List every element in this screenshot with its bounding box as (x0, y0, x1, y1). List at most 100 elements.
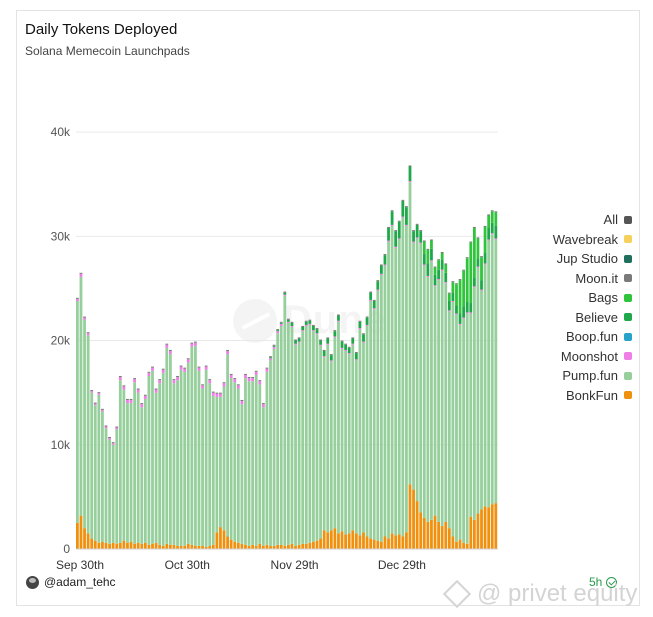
bar-segment (211, 544, 215, 549)
legend-item[interactable]: All (540, 210, 632, 230)
bar-segment (118, 377, 122, 381)
bar-segment (287, 319, 290, 322)
bar-segment (143, 394, 147, 396)
bar-segment (369, 538, 373, 549)
bar-segment (93, 405, 97, 541)
bar-segment (176, 380, 179, 546)
bar-segment (401, 217, 405, 537)
bar-segment (401, 199, 405, 201)
bar-segment (136, 542, 140, 549)
bar-segment (147, 544, 151, 549)
bar-segment (208, 380, 212, 384)
bar-segment (83, 316, 86, 318)
bar-segment (419, 230, 423, 232)
bar-segment (226, 354, 229, 537)
bar-segment (333, 336, 337, 338)
bar-segment (104, 426, 108, 429)
bar-segment (108, 543, 111, 549)
bar-segment (287, 544, 290, 549)
bar-segment (269, 358, 272, 361)
bar-segment (168, 354, 172, 545)
legend-swatch (624, 313, 632, 322)
bar-segment (86, 333, 90, 336)
legend-swatch (624, 235, 632, 244)
bar-segment (208, 383, 212, 546)
bar-segment (118, 542, 122, 549)
bar-segment (179, 366, 183, 370)
bar-segment (301, 330, 305, 332)
bar-segment (465, 257, 469, 259)
legend-item[interactable]: Moonshot (540, 347, 632, 367)
bar-segment (451, 300, 455, 302)
bar-segment (222, 382, 226, 384)
bar-segment (126, 403, 129, 543)
bar-segment (93, 402, 97, 404)
bar-segment (444, 521, 448, 549)
bar-segment (422, 265, 426, 518)
bar-segment (97, 392, 101, 394)
bar-segment (379, 265, 383, 274)
diamond-logo-icon (442, 579, 472, 609)
bar-segment (440, 526, 444, 549)
bar-segment (494, 503, 498, 549)
bar-segment (269, 357, 272, 359)
bar-segment (301, 325, 305, 327)
bar-segment (201, 388, 204, 546)
bar-segment (297, 342, 301, 545)
bar-segment (143, 542, 147, 549)
bar-segment (272, 348, 276, 546)
bar-segment (287, 322, 290, 545)
bar-segment (451, 301, 455, 537)
bar-segment (401, 200, 405, 217)
bar-segment (394, 246, 398, 248)
y-tick-label: 0 (63, 542, 70, 556)
bar-segment (165, 347, 169, 544)
bar-segment (387, 241, 390, 539)
bar-segment (308, 324, 312, 543)
bar-segment (494, 238, 498, 240)
bar-segment (276, 331, 280, 334)
legend-swatch (624, 352, 632, 361)
author-tag[interactable]: @adam_tehc (26, 575, 116, 589)
bar-segment (251, 378, 255, 382)
bar-segment (122, 540, 126, 549)
bar-segment (126, 398, 129, 400)
bar-segment (458, 324, 462, 540)
chart-legend: All Wavebreak Jup Studio Moon.it Bags Believe… (540, 210, 632, 405)
bar-segment (312, 331, 315, 542)
bar-segment (419, 231, 423, 243)
bar-segment (408, 166, 412, 182)
bar-segment (465, 301, 469, 313)
bar-segment (304, 321, 308, 325)
bar-segment (369, 291, 373, 293)
bar-segment (458, 323, 462, 325)
legend-swatch (624, 332, 632, 341)
bar-segment (283, 295, 287, 546)
legend-item[interactable]: Jup Studio (540, 249, 632, 269)
bar-segment (447, 310, 451, 312)
bar-segment (229, 373, 233, 375)
bar-segment (158, 379, 162, 381)
bar-segment (219, 527, 222, 549)
legend-item[interactable]: Moon.it (540, 269, 632, 289)
bar-segment (261, 407, 265, 546)
legend-item[interactable]: Believe (540, 308, 632, 328)
bar-segment (426, 275, 430, 277)
bar-segment (183, 368, 187, 372)
bar-segment (172, 383, 176, 545)
bar-segment (422, 240, 426, 242)
x-tick-label: Oct 30th (165, 558, 210, 572)
legend-item[interactable]: Boop.fun (540, 327, 632, 347)
legend-item[interactable]: BonkFun (540, 386, 632, 406)
bar-segment (104, 425, 108, 427)
bar-segment (351, 338, 355, 344)
legend-item[interactable]: Wavebreak (540, 230, 632, 250)
legend-item[interactable]: Bags (540, 288, 632, 308)
bar-segment (447, 300, 451, 311)
legend-label: Believe (575, 309, 618, 325)
freshness-badge[interactable]: 5h (589, 575, 618, 589)
bar-segment (222, 386, 226, 531)
legend-item[interactable]: Pump.fun (540, 366, 632, 386)
bar-segment (79, 276, 83, 516)
bar-segment (179, 365, 183, 367)
